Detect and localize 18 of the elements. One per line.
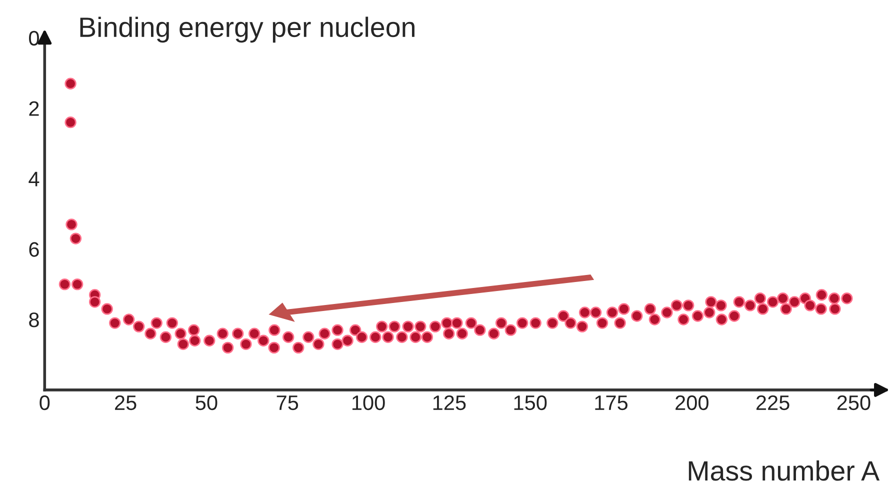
x-tick-label: 150	[514, 395, 547, 410]
x-tick-label: 175	[595, 396, 628, 410]
y-tick-label: 4	[28, 172, 40, 186]
x-tick-label: 100	[352, 395, 385, 410]
x-tick-label: 250	[837, 395, 870, 410]
y-tick-label: 0	[29, 30, 39, 46]
x-tick-label: 200	[676, 395, 708, 410]
x-tick-label: 75	[276, 396, 298, 410]
y-tick-label: 2	[29, 101, 39, 116]
x-tick-label: 25	[115, 395, 136, 410]
x-tick-label: 125	[433, 395, 466, 410]
y-tick-label: 8	[29, 312, 39, 328]
x-tick-label: 0	[40, 395, 50, 410]
x-tick-label: 225	[756, 395, 790, 410]
y-axis-title: Binding energy per nucleon	[80, 16, 414, 43]
x-axis-title: Mass number A	[688, 460, 880, 481]
x-tick-label: 50	[196, 395, 218, 410]
y-tick-label: 6	[29, 242, 39, 257]
